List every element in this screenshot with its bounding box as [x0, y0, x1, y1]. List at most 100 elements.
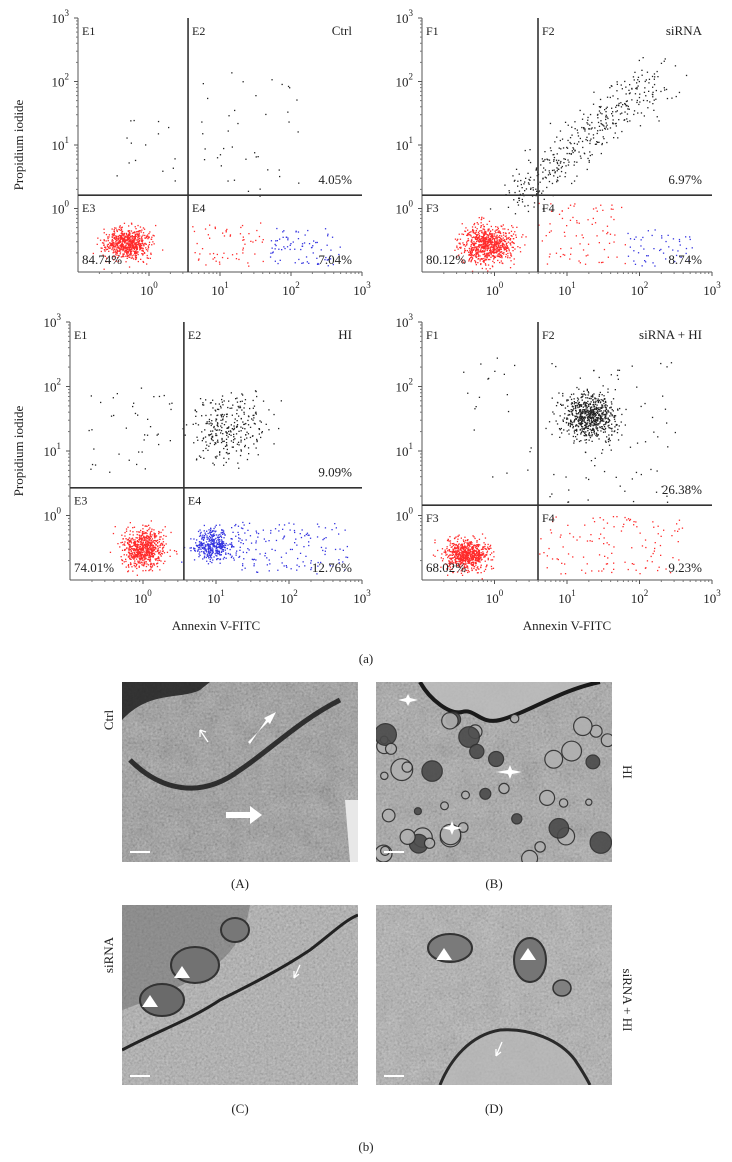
event-dot	[325, 551, 326, 552]
event-dot	[557, 153, 558, 154]
event-dot	[215, 228, 216, 229]
event-dot	[654, 84, 655, 85]
event-dot	[627, 113, 628, 114]
event-dot	[221, 430, 222, 431]
event-dot	[216, 525, 217, 526]
event-dot	[478, 252, 479, 253]
event-dot	[486, 253, 487, 254]
tick-base: 10	[396, 201, 409, 216]
tick-base: 10	[44, 508, 57, 523]
event-dot	[571, 248, 572, 249]
event-dot	[486, 268, 487, 269]
event-dot	[147, 530, 148, 531]
event-dot	[132, 571, 133, 572]
event-dot	[216, 547, 217, 548]
event-dot	[143, 551, 144, 552]
y-tick-label: 102	[44, 377, 62, 395]
event-dot	[345, 557, 346, 558]
event-dot	[270, 256, 271, 257]
vesicle	[402, 762, 412, 772]
event-dot	[136, 239, 137, 240]
event-dot	[217, 423, 218, 424]
event-dot	[546, 235, 547, 236]
event-dot	[210, 530, 211, 531]
event-dot	[248, 266, 249, 267]
event-dot	[234, 438, 235, 439]
event-dot	[147, 435, 148, 436]
event-dot	[170, 409, 171, 410]
event-dot	[149, 543, 150, 544]
event-dot	[147, 419, 148, 420]
event-dot	[240, 407, 241, 408]
event-dot	[490, 242, 491, 243]
event-dot	[214, 539, 215, 540]
event-dot	[460, 239, 461, 240]
event-dot	[222, 441, 223, 442]
event-dot	[652, 235, 653, 236]
event-dot	[230, 435, 231, 436]
event-dot	[125, 236, 126, 237]
event-dot	[530, 188, 531, 189]
event-dot	[635, 264, 636, 265]
event-dot	[134, 251, 135, 252]
event-dot	[231, 557, 232, 558]
event-dot	[244, 414, 245, 415]
event-dot	[508, 233, 509, 234]
event-dot	[209, 423, 210, 424]
event-dot	[196, 437, 197, 438]
event-dot	[137, 561, 138, 562]
event-dot	[141, 239, 142, 240]
event-dot	[113, 243, 114, 244]
event-dot	[136, 564, 137, 565]
event-dot	[500, 255, 501, 256]
event-dot	[477, 228, 478, 229]
event-dot	[153, 550, 154, 551]
vesicle	[480, 788, 491, 799]
mitochondrion	[221, 918, 249, 942]
event-dot	[147, 543, 148, 544]
event-dot	[506, 237, 507, 238]
event-dot	[147, 257, 148, 258]
event-dot	[665, 241, 666, 242]
event-dot	[248, 433, 249, 434]
event-dot	[142, 235, 143, 236]
event-dot	[232, 405, 233, 406]
event-dot	[556, 160, 557, 161]
event-dot	[100, 402, 101, 403]
event-dot	[243, 248, 244, 249]
event-dot	[123, 246, 124, 247]
event-dot	[516, 237, 517, 238]
event-dot	[124, 535, 125, 536]
event-dot	[456, 246, 457, 247]
event-dot	[485, 248, 486, 249]
event-dot	[240, 227, 241, 228]
event-dot	[134, 563, 135, 564]
event-dot	[603, 125, 604, 126]
vesicle	[375, 724, 397, 746]
event-dot	[494, 238, 495, 239]
event-dot	[110, 552, 111, 553]
event-dot	[127, 246, 128, 247]
event-dot	[536, 170, 537, 171]
event-dot	[461, 545, 462, 546]
event-dot	[261, 432, 262, 433]
event-dot	[144, 253, 145, 254]
micrograph-caption: (C)	[231, 1101, 248, 1116]
event-dot	[286, 567, 287, 568]
event-dot	[116, 236, 117, 237]
event-dot	[629, 109, 630, 110]
event-dot	[294, 249, 295, 250]
event-dot	[237, 424, 238, 425]
event-dot	[634, 72, 635, 73]
event-dot	[482, 268, 483, 269]
event-dot	[238, 406, 239, 407]
event-dot	[134, 557, 135, 558]
event-dot	[634, 110, 635, 111]
event-dot	[228, 436, 229, 437]
event-dot	[89, 430, 90, 431]
event-dot	[203, 458, 204, 459]
event-dot	[250, 427, 251, 428]
event-dot	[625, 263, 626, 264]
event-dot	[136, 559, 137, 560]
event-dot	[108, 247, 109, 248]
